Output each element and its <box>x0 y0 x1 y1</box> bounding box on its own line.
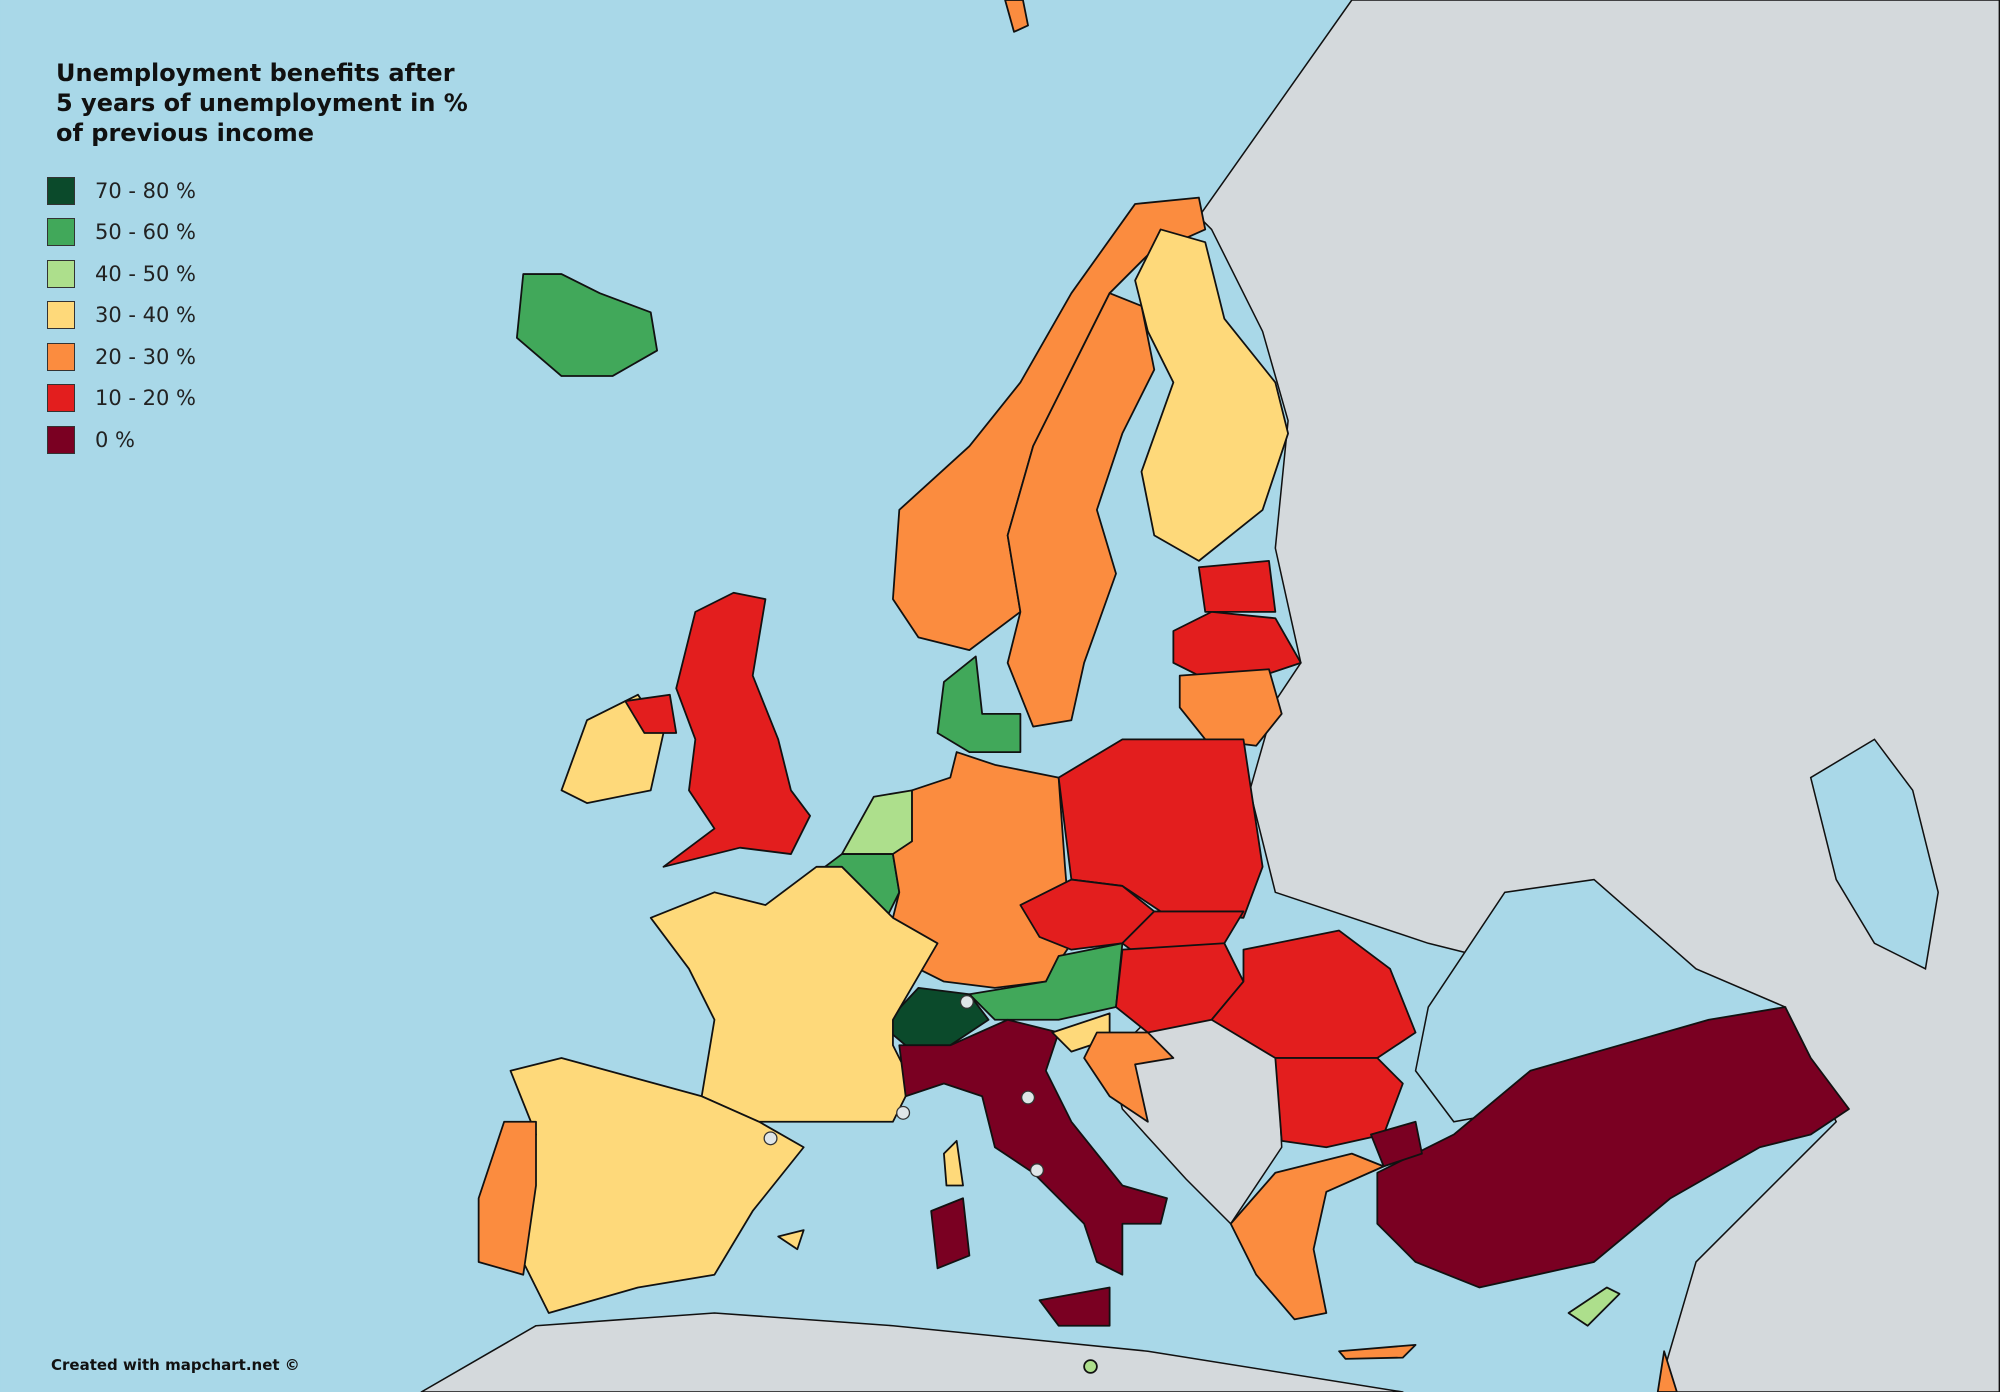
legend-item: 70 - 80 % <box>47 170 196 212</box>
countries <box>477 0 1850 1392</box>
turkey-thrace <box>1370 1120 1423 1168</box>
malta <box>1083 1359 1098 1374</box>
microstate <box>763 1131 778 1146</box>
sweden <box>1006 292 1156 728</box>
sardinia <box>930 1197 971 1270</box>
denmark <box>936 655 1022 753</box>
corsica <box>943 1139 964 1187</box>
turkey <box>1376 1006 1850 1289</box>
estonia <box>1197 559 1277 613</box>
sicily <box>1038 1286 1111 1327</box>
legend-label: 50 - 60 % <box>95 220 197 245</box>
legend-swatch <box>47 218 75 247</box>
legend-swatch <box>47 176 75 205</box>
legend-swatch <box>47 342 75 371</box>
israel <box>1656 1350 1678 1392</box>
microstate <box>1029 1163 1044 1178</box>
united-kingdom <box>662 591 811 868</box>
legend-item: 10 - 20 % <box>47 378 196 420</box>
northern-ireland <box>624 693 678 734</box>
credit: Created with mapchart.net © <box>51 1356 300 1374</box>
microstate <box>959 994 974 1009</box>
cyprus <box>1567 1286 1621 1327</box>
lithuania <box>1178 668 1283 747</box>
legend-swatch <box>47 301 75 330</box>
microstate <box>896 1105 911 1120</box>
legend-item: 40 - 50 % <box>47 253 196 295</box>
france <box>649 865 939 1123</box>
svalbard <box>1004 0 1029 33</box>
legend-label: 40 - 50 % <box>95 261 197 286</box>
north-africa <box>420 1312 1404 1392</box>
legend-label: 70 - 80 % <box>95 178 197 203</box>
iceland <box>515 273 658 377</box>
legend-label: 10 - 20 % <box>95 386 197 411</box>
legend-label: 20 - 30 % <box>95 344 197 369</box>
microstate <box>1021 1090 1036 1105</box>
croatia <box>1083 1031 1175 1123</box>
legend-item: 0 % <box>47 419 196 461</box>
finland <box>1134 228 1289 562</box>
legend-swatch <box>47 259 75 288</box>
balearics <box>777 1229 805 1251</box>
caspian-sea <box>1809 738 1939 970</box>
legend: 70 - 80 % 50 - 60 % 40 - 50 % 30 - 40 % 20 -… <box>47 170 196 461</box>
legend-item: 50 - 60 % <box>47 212 196 254</box>
legend-label: 0 % <box>95 427 135 452</box>
crete <box>1338 1343 1417 1360</box>
legend-label: 30 - 40 % <box>95 303 197 328</box>
map-title: Unemployment benefits after 5 years of u… <box>56 59 468 147</box>
legend-swatch <box>47 384 75 413</box>
legend-swatch <box>47 425 75 454</box>
portugal <box>477 1120 537 1276</box>
legend-item: 20 - 30 % <box>47 336 196 378</box>
legend-item: 30 - 40 % <box>47 295 196 337</box>
greece <box>1229 1152 1385 1321</box>
latvia <box>1172 610 1302 677</box>
